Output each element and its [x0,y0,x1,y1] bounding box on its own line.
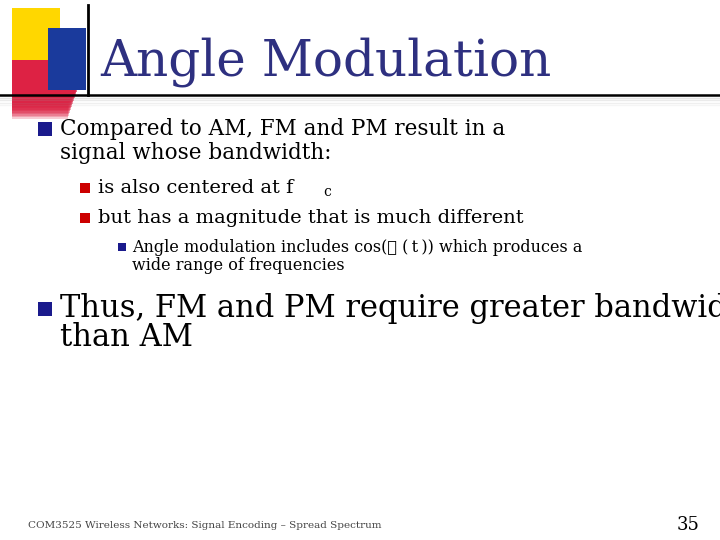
Text: signal whose bandwidth:: signal whose bandwidth: [60,142,331,164]
Text: than AM: than AM [60,322,193,354]
Bar [38,122,52,136]
Text: Angle Modulation: Angle Modulation [100,37,552,87]
Bar [48,28,86,90]
Bar [12,77,68,118]
Text: Angle modulation includes cos(∅ ( t )) which produces a: Angle modulation includes cos(∅ ( t )) w… [132,239,582,255]
Bar [12,75,68,117]
Bar [12,71,70,112]
Text: Compared to AM, FM and PM result in a: Compared to AM, FM and PM result in a [60,118,505,140]
Bar [80,183,90,193]
Bar [12,69,70,111]
Bar [12,64,71,106]
Text: Thus, FM and PM require greater bandwidth: Thus, FM and PM require greater bandwidt… [60,294,720,325]
Bar [12,68,71,110]
Text: c: c [323,185,331,199]
Text: is also centered at f: is also centered at f [98,179,293,197]
Bar [12,60,73,102]
Bar [12,56,74,98]
Bar [12,58,73,100]
Bar [12,50,76,91]
Bar [118,243,126,251]
Bar [12,72,69,114]
Bar [12,62,73,104]
Bar [38,302,52,316]
Bar [12,73,68,116]
Bar [12,57,74,99]
Text: COM3525 Wireless Networks: Signal Encoding – Spread Spectrum: COM3525 Wireless Networks: Signal Encodi… [28,521,382,530]
Bar [12,8,60,60]
Bar [12,63,72,105]
Bar [12,48,77,90]
Text: wide range of frequencies: wide range of frequencies [132,256,345,273]
Bar [12,51,76,93]
Bar [12,54,75,96]
Bar [12,66,71,108]
Text: 35: 35 [677,516,700,534]
Bar [12,52,76,94]
Bar [80,213,90,223]
Text: but has a magnitude that is much different: but has a magnitude that is much differe… [98,209,523,227]
